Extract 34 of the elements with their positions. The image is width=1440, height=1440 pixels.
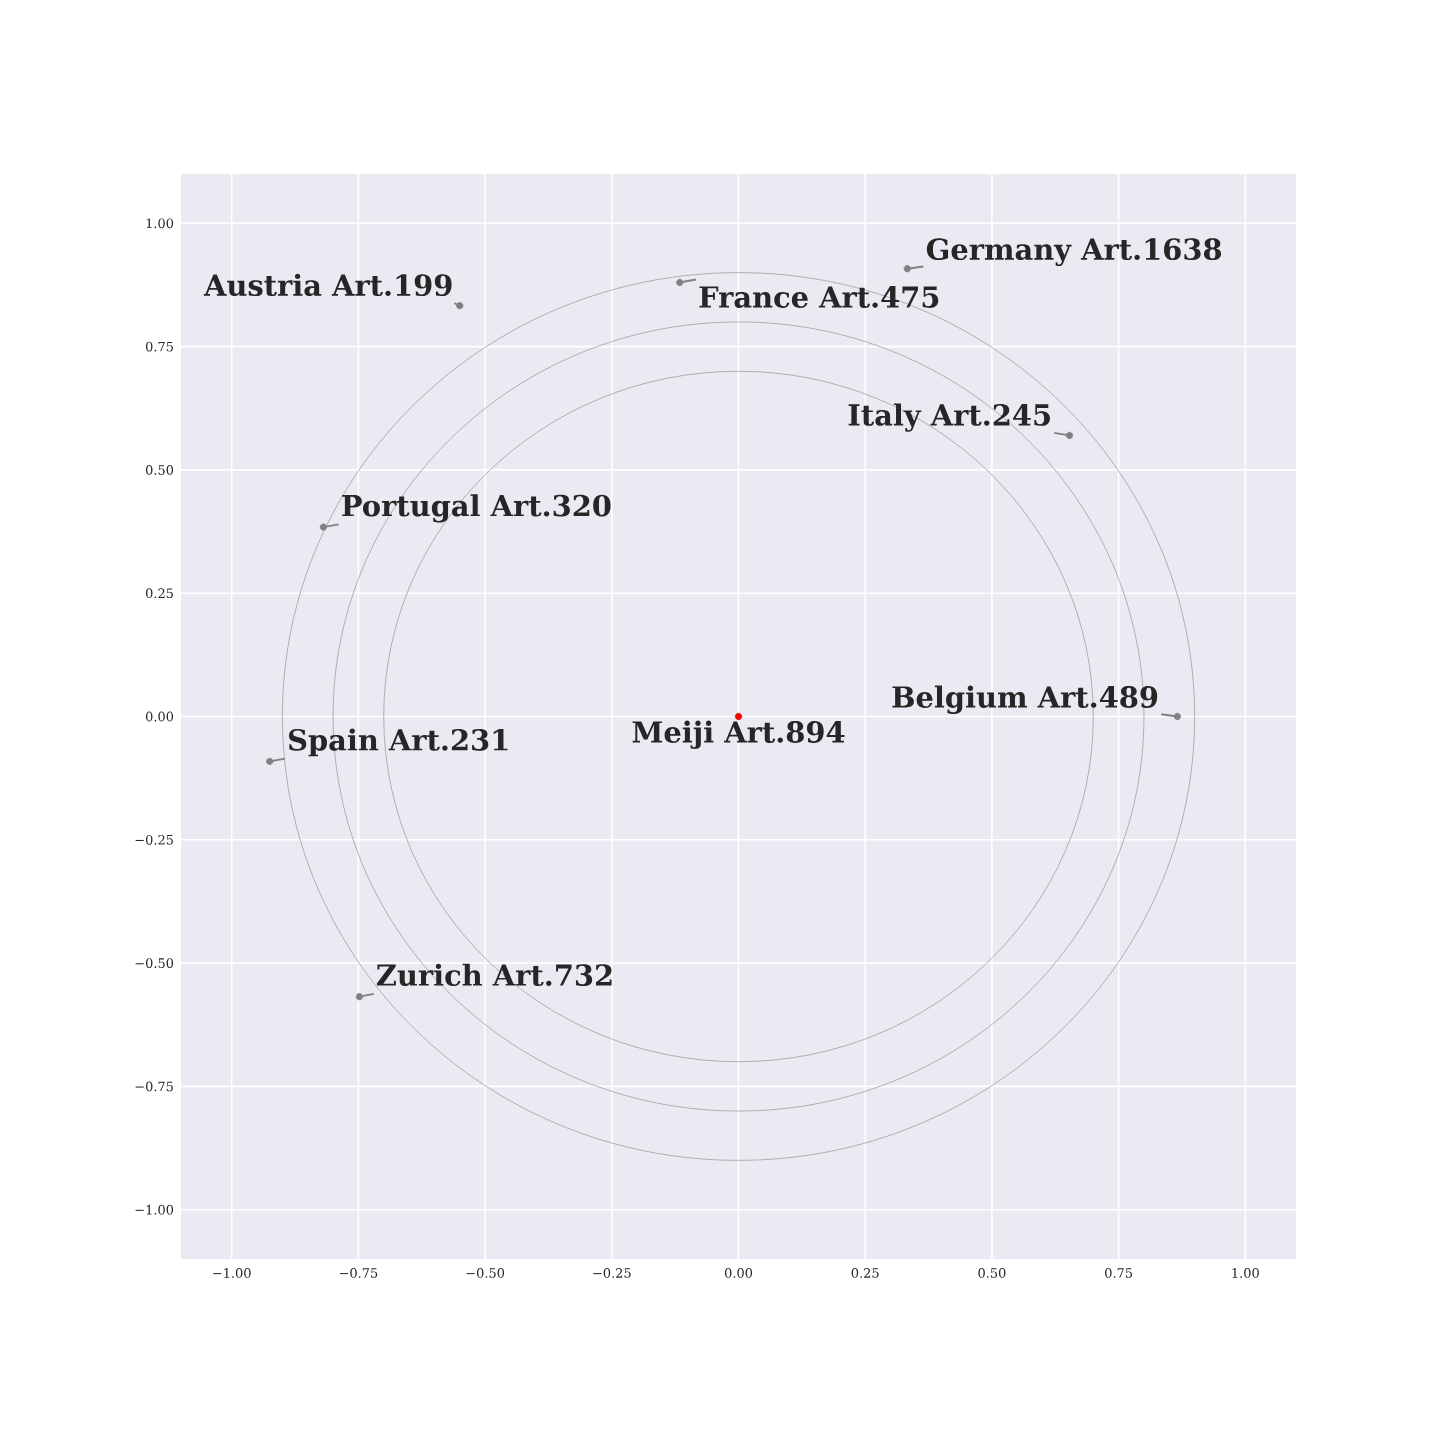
x-tick-label: 0.00 bbox=[724, 1268, 753, 1278]
y-tick-label: 0.00 bbox=[145, 711, 174, 722]
annotation: Zurich Art.732 bbox=[376, 963, 612, 987]
annotation: Portugal Art.320 bbox=[342, 494, 611, 523]
point bbox=[676, 278, 684, 287]
y-tick-label: 0.75 bbox=[145, 341, 173, 352]
annotation: Germany Art.1638 bbox=[926, 238, 1222, 267]
y-tick-label: −0.75 bbox=[135, 1081, 173, 1092]
x-tick-label: −0.25 bbox=[593, 1268, 631, 1278]
x-tick-label: 0.50 bbox=[978, 1268, 1006, 1278]
y-tick-label: −0.25 bbox=[135, 834, 173, 845]
point bbox=[355, 993, 363, 1001]
x-tick-label: 1.00 bbox=[1232, 1268, 1259, 1278]
x-tick-label: −0.50 bbox=[466, 1268, 505, 1278]
x-tick-label: 0.25 bbox=[851, 1268, 879, 1278]
annotation: Belgium Art.489 bbox=[892, 685, 1158, 714]
point bbox=[1173, 712, 1182, 721]
annotation: Austria Art.199 bbox=[203, 273, 452, 297]
x-tick-label: 0.75 bbox=[1105, 1268, 1133, 1278]
point bbox=[266, 757, 274, 765]
point bbox=[903, 265, 911, 273]
point bbox=[1065, 431, 1074, 439]
point bbox=[319, 523, 328, 531]
y-tick-label: 0.25 bbox=[145, 588, 173, 599]
y-tick-label: −0.50 bbox=[135, 958, 174, 968]
annotation: Meiji Art.894 bbox=[632, 720, 845, 749]
annotation: Italy Art.245 bbox=[848, 403, 1050, 432]
annotation: Spain Art.231 bbox=[289, 728, 508, 757]
x-tick-label: −1.00 bbox=[213, 1268, 251, 1278]
x-tick-label: −0.75 bbox=[339, 1268, 378, 1278]
y-tick-label: 0.50 bbox=[145, 465, 174, 475]
y-tick-label: 1.00 bbox=[146, 218, 174, 229]
y-tick-label: −1.00 bbox=[135, 1204, 174, 1215]
annotation: France Art.475 bbox=[699, 286, 939, 308]
